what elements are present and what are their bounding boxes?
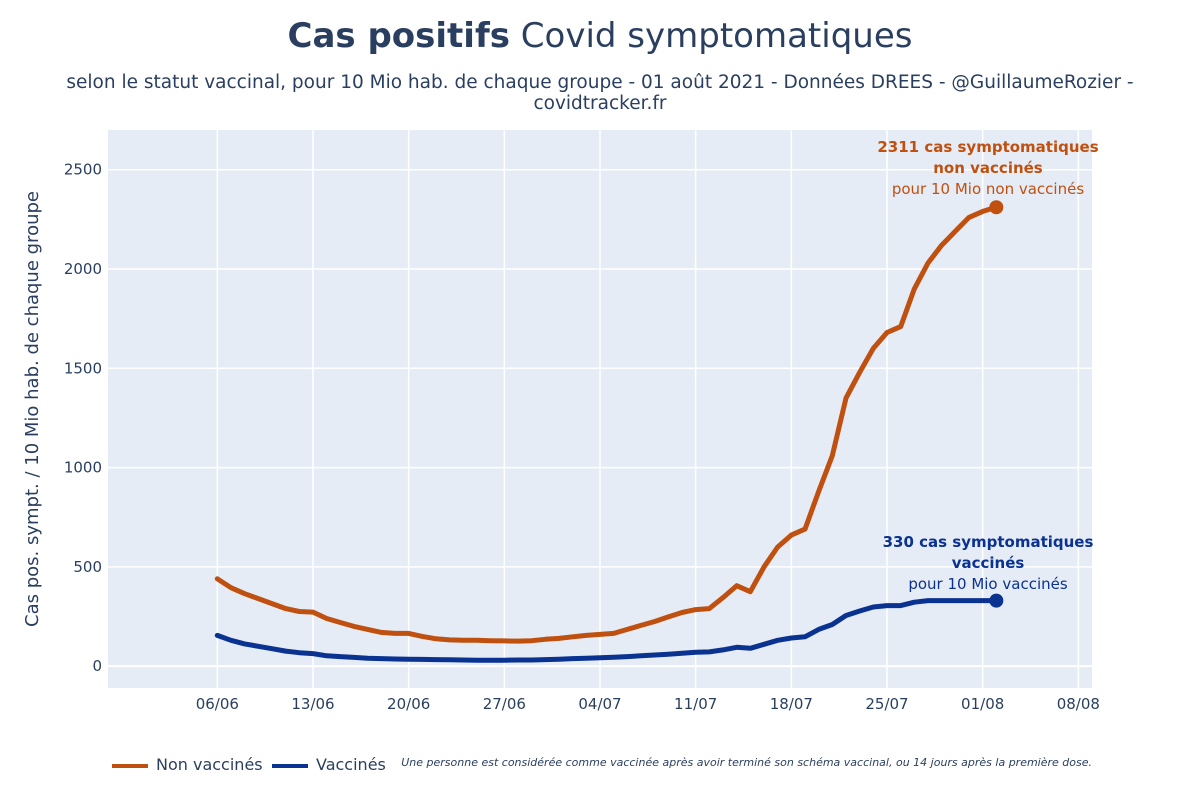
y-tick-labels: 0 500 1000 1500 2000 2500 [64,161,102,675]
x-tick-label: 18/07 [770,695,813,713]
series-vax-endpoint [989,593,1004,608]
legend-label-unvax: Non vaccinés [156,755,263,774]
annotation-vax-line1: 330 cas symptomatiques [883,533,1094,551]
annotation-vax-line3: pour 10 Mio vaccinés [908,575,1068,593]
legend-swatch-vax [272,763,308,768]
x-tick-label: 08/08 [1057,695,1100,713]
y-tick-label: 0 [92,657,102,675]
series-lines [214,200,1004,663]
x-tick-label: 27/06 [483,695,526,713]
legend-item-unvax[interactable]: Non vaccinés [112,755,263,774]
series-vax-line [214,598,999,663]
series-unvax-line [214,204,999,644]
chart-subtitle: selon le statut vaccinal, pour 10 Mio ha… [66,72,1134,114]
annotation-unvax-line3: pour 10 Mio non vaccinés [892,180,1084,198]
x-tick-label: 01/08 [961,695,1004,713]
chart-title: Cas positifs Covid symptomatiques [0,14,1200,58]
x-tick-label: 04/07 [578,695,621,713]
y-gridlines [108,168,1092,668]
y-axis-label: Cas pos. sympt. / 10 Mio hab. de chaque … [22,191,43,627]
x-tick-label: 20/06 [387,695,430,713]
annotation-unvax-line2: non vaccinés [933,159,1043,177]
legend-item-vax[interactable]: Vaccinés [272,755,386,774]
annotation-vax-line2: vaccinés [952,554,1025,572]
x-tick-label: 25/07 [865,695,908,713]
chart-title-rest: Covid symptomatiques [510,16,913,56]
annotation-unvax: 2311 cas symptomatiques non vaccinés pou… [877,138,1098,198]
x-tick-label: 11/07 [674,695,717,713]
x-tick-label: 06/06 [196,695,239,713]
chart-title-bold: Cas positifs [287,16,511,56]
y-tick-label: 2500 [64,161,102,179]
y-tick-label: 2000 [64,260,102,278]
x-tick-label: 13/06 [291,695,334,713]
annotation-vax: 330 cas symptomatiques vaccinés pour 10 … [883,533,1094,593]
y-tick-label: 1500 [64,359,102,377]
y-tick-label: 1000 [64,459,102,477]
x-tick-labels: 06/06 13/06 20/06 27/06 04/07 11/07 18/07 25/07… [196,695,1100,713]
legend-label-vax: Vaccinés [316,755,386,774]
series-unvax-endpoint [989,200,1004,215]
y-tick-label: 500 [73,558,102,576]
footnote: Une personne est considérée comme vaccin… [401,756,1092,769]
legend-swatch-unvax [112,763,148,768]
annotation-unvax-line1: 2311 cas symptomatiques [877,138,1098,156]
x-gridlines [216,130,1080,688]
